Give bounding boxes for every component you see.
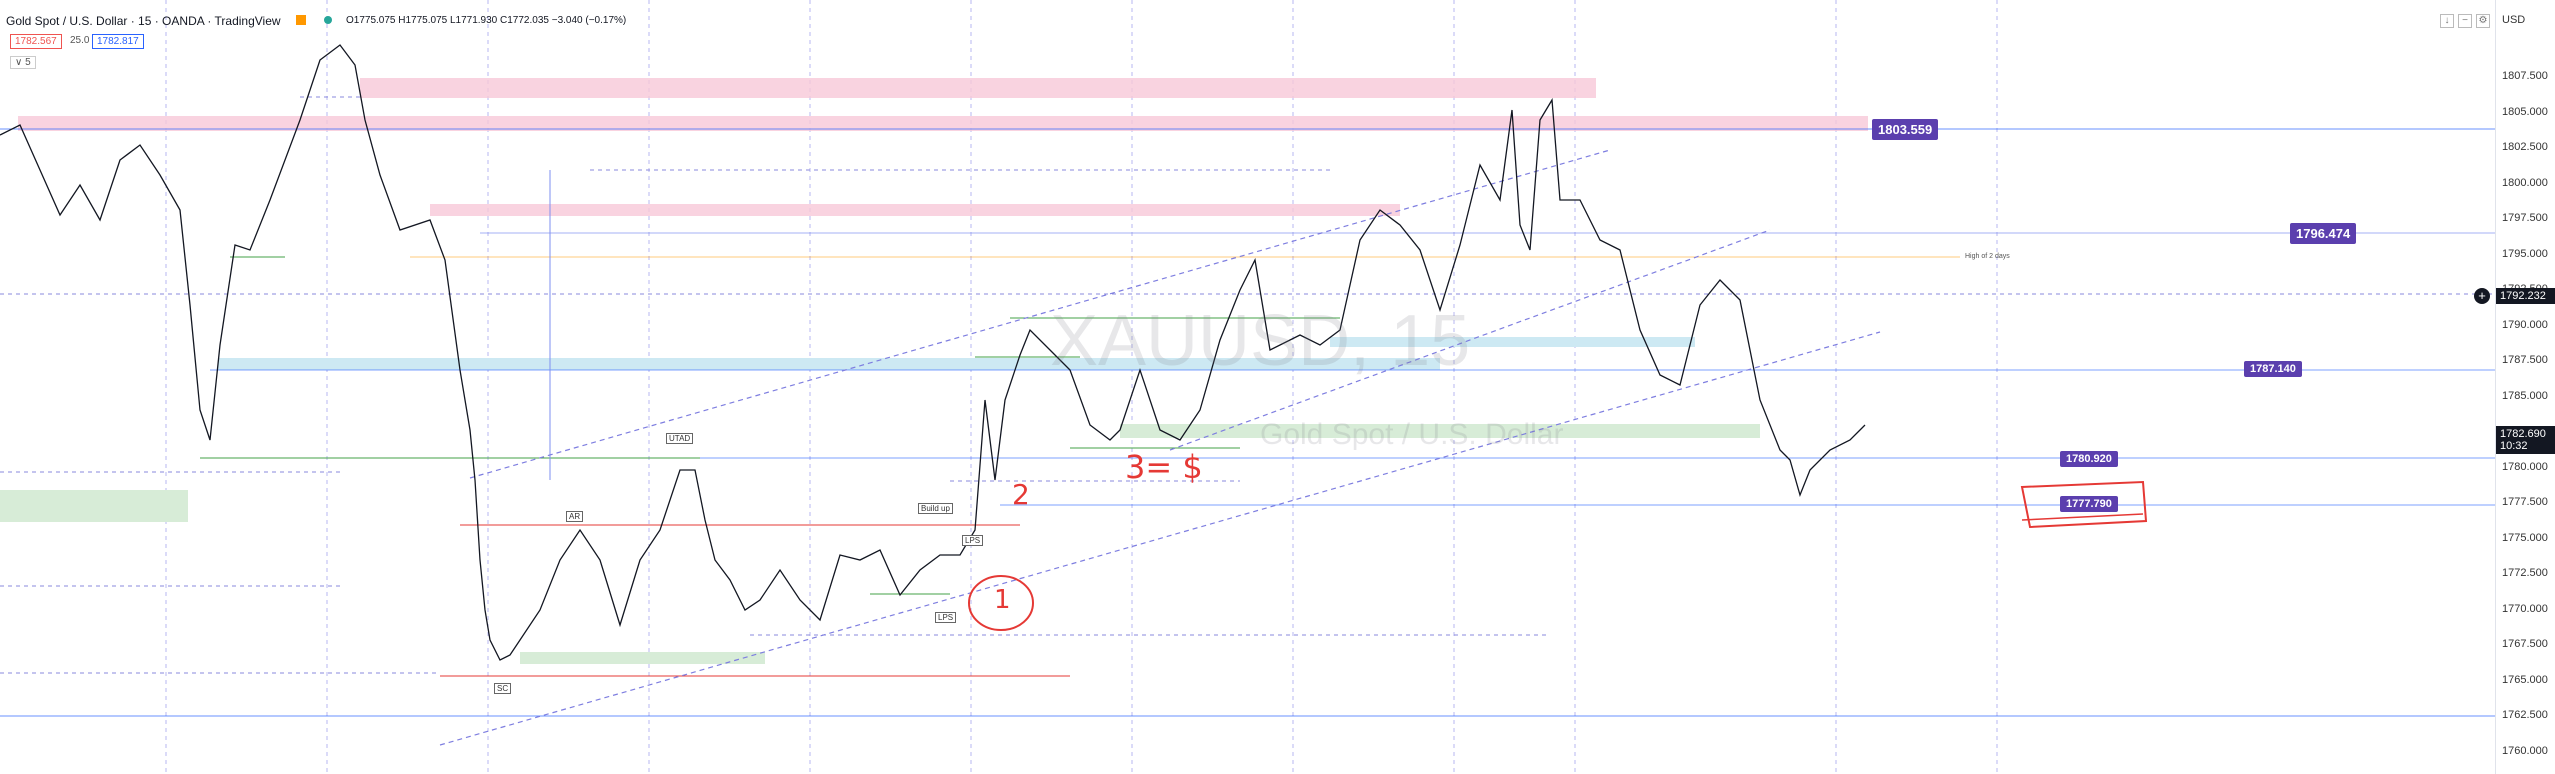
add-alert-icon[interactable]: +	[2474, 288, 2490, 304]
bar-countdown: 10:32	[2500, 440, 2528, 452]
symbol-title[interactable]: Gold Spot / U.S. Dollar · 15 · OANDA · T…	[6, 14, 281, 28]
horizontal-levels	[0, 128, 2495, 717]
price-tag-1780[interactable]: 1780.920	[2060, 451, 2118, 467]
hover-price-label: 1792.232	[2496, 288, 2555, 304]
axis-tick-label: 1790.000	[2502, 318, 2548, 331]
current-price-label: 1782.690 10:32	[2496, 426, 2555, 454]
alert-square-icon	[296, 15, 306, 25]
axis-tick-label: 1767.500	[2502, 638, 2548, 650]
current-price-value: 1782.690	[2500, 428, 2546, 440]
label-sc: SC	[494, 683, 512, 694]
price-axis[interactable]	[2495, 0, 2555, 774]
supply-zone-top	[360, 78, 1596, 98]
handwritten-three: 3= $	[1125, 448, 1203, 486]
blue-zone-right	[1330, 337, 1695, 347]
axis-tick-label: 1785.000	[2502, 389, 2548, 402]
label-utad: UTAD	[666, 433, 694, 444]
axis-tick-label: 1780.000	[2502, 460, 2548, 473]
collapse-icon[interactable]: −	[2458, 14, 2472, 28]
spread-value: 25.0	[66, 34, 94, 47]
axis-tick-label: 1797.500	[2502, 212, 2548, 224]
supply-zone-mid	[430, 204, 1400, 216]
axis-tick-label: 1772.500	[2502, 567, 2548, 579]
handwritten-one: 1	[994, 585, 1011, 615]
axis-tick-label: 1777.500	[2502, 496, 2548, 508]
demand-zone-right	[1120, 424, 1760, 438]
name-watermark: Gold Spot / U.S. Dollar	[1260, 418, 1564, 451]
axis-tick-label: 1805.000	[2502, 105, 2548, 118]
gear-icon[interactable]: ⚙	[2476, 14, 2490, 28]
axis-tick-label: 1807.500	[2502, 70, 2548, 82]
dashed-levels	[0, 96, 2495, 674]
trend-channel	[439, 149, 1881, 746]
handwritten-two: 2	[1012, 478, 1030, 511]
arrow-icon[interactable]: ↓	[2440, 14, 2454, 28]
demand-zone-bottom	[520, 652, 765, 664]
chart-area[interactable]: XAUUSD, 15 Gold Spot / U.S. Dollar Gold …	[0, 0, 2495, 774]
sell-button[interactable]: 1782.567	[10, 34, 62, 49]
high-of-2-days-note: High of 2 days	[1965, 253, 2010, 260]
currency-label[interactable]: USD	[2502, 14, 2526, 26]
axis-tick-label: 1795.000	[2502, 247, 2548, 260]
axis-tick-label: 1765.000	[2502, 673, 2548, 686]
demand-zone-left	[0, 490, 188, 522]
label-ar: AR	[566, 511, 584, 522]
label-lps-2: LPS	[935, 612, 957, 623]
price-tag-1787[interactable]: 1787.140	[2244, 361, 2302, 377]
ohlc-values: O1775.075 H1775.075 L1771.930 C1772.035 …	[346, 15, 627, 26]
axis-tick-label: 1762.500	[2502, 709, 2548, 721]
label-lps: LPS	[962, 535, 984, 546]
market-open-icon	[324, 16, 332, 24]
price-tag-1796[interactable]: 1796.474	[2290, 223, 2357, 244]
price-tag-1803[interactable]: 1803.559	[1872, 119, 1939, 140]
axis-tick-label: 1802.500	[2502, 141, 2548, 153]
price-tag-1777[interactable]: 1777.790	[2060, 496, 2118, 512]
axis-tick-label: 1760.000	[2502, 744, 2548, 757]
symbol-watermark: XAUUSD, 15	[1050, 301, 1471, 381]
blue-zone	[218, 358, 1440, 370]
axis-tick-label: 1770.000	[2502, 602, 2548, 615]
handwritten-box	[2020, 480, 2148, 529]
axis-tick-label: 1787.500	[2502, 354, 2548, 366]
supply-demand-zones	[0, 78, 1868, 664]
indicator-toggle[interactable]: ∨ 5	[10, 56, 36, 69]
price-line	[0, 44, 1866, 661]
label-build-up: Build up	[918, 503, 953, 514]
axis-tick-label: 1800.000	[2502, 176, 2548, 189]
axis-tick-label: 1775.000	[2502, 531, 2548, 544]
price-chart[interactable]	[0, 0, 2495, 774]
supply-zone-high	[18, 116, 1868, 131]
buy-button[interactable]: 1782.817	[92, 34, 144, 49]
handwritten-circle	[968, 575, 1034, 631]
